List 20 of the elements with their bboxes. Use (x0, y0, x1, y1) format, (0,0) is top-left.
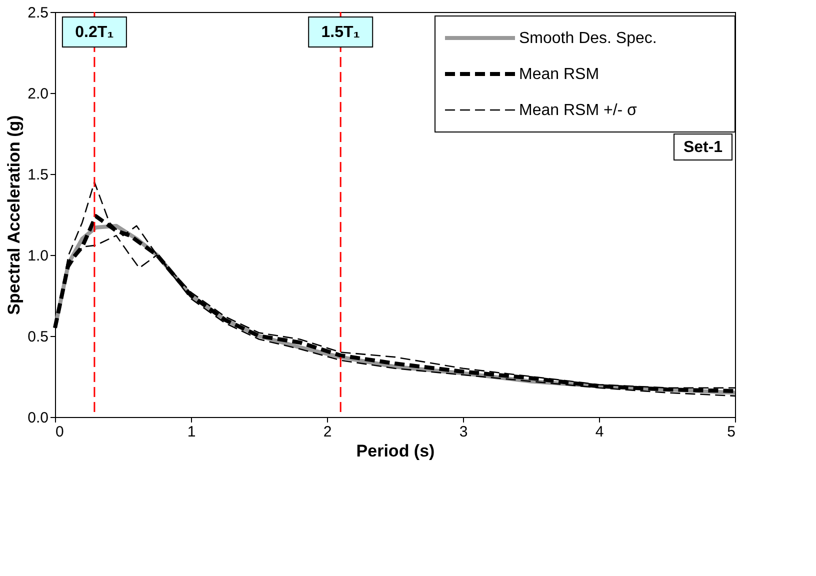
legend-label: Mean RSM (519, 66, 600, 83)
y-tick-label: 1.0 (28, 248, 48, 264)
legend-label: Mean RSM +/- σ (519, 102, 638, 119)
y-tick-label: 1.5 (28, 166, 48, 184)
x-tick-label: 5 (727, 424, 736, 440)
ref-line-label: 0.2T₁ (75, 24, 114, 41)
y-tick-label: 0.5 (28, 328, 48, 346)
y-tick-label: 2.5 (28, 4, 48, 22)
x-tick-label: 4 (595, 424, 604, 440)
y-tick-label: 0.0 (28, 410, 48, 426)
x-tick-label: 0 (56, 424, 64, 440)
x-axis-title: Period (s) (356, 442, 435, 460)
x-tick-label: 1 (187, 424, 196, 440)
y-tick-label: 2.0 (28, 86, 48, 102)
legend-label: Smooth Des. Spec. (519, 30, 657, 47)
x-tick-label: 3 (459, 424, 468, 440)
y-axis-title: Spectral Acceleration (g) (4, 115, 24, 315)
annotation: Set-1 (683, 139, 723, 156)
ref-line-label: 1.5T₁ (321, 24, 360, 41)
x-tick-label: 2 (323, 424, 332, 440)
